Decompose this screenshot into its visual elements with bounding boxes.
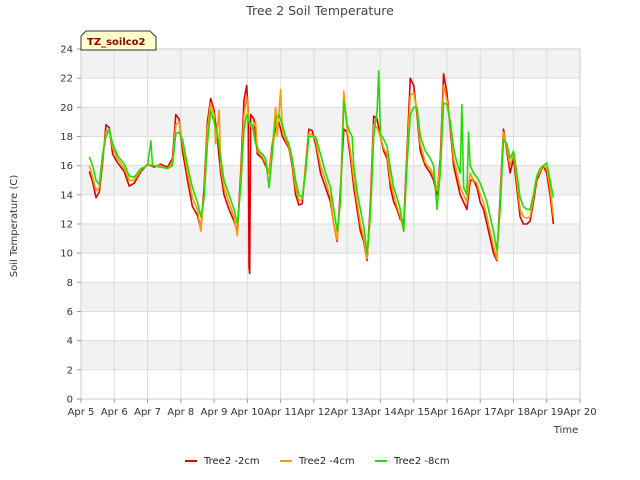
legend-label: Tree2 -8cm (393, 456, 450, 467)
y-tick-label: 16 (60, 161, 73, 172)
chart-title: Tree 2 Soil Temperature (245, 3, 394, 18)
x-tick-label: Apr 17 (464, 407, 497, 418)
series-line-tree2-8cm (88, 70, 555, 254)
y-axis-title: Soil Temperature (C) (9, 175, 20, 278)
x-tick-label: Apr 18 (497, 407, 530, 418)
band (81, 78, 580, 108)
band (81, 49, 580, 79)
y-tick-label: 0 (67, 395, 73, 406)
x-tick-label: Apr 7 (134, 407, 161, 418)
y-tick-label: 10 (60, 249, 73, 260)
x-tick-label: Apr 19 (530, 407, 563, 418)
badge: TZ_soilco2 (80, 30, 157, 51)
x-tick-label: Apr 5 (68, 407, 95, 418)
band (81, 311, 580, 341)
x-tick-label: Apr 11 (264, 407, 297, 418)
x-tick-label: Apr 13 (331, 407, 364, 418)
y-tick-label: 20 (60, 103, 73, 114)
legend-label: Tree2 -2cm (203, 456, 260, 467)
band (81, 253, 580, 283)
band (81, 136, 580, 166)
x-tick-label: Apr 12 (297, 407, 330, 418)
x-axis-title: Time (553, 425, 578, 436)
y-tick-label: 8 (67, 278, 73, 289)
badge-label: TZ_soilco2 (87, 37, 146, 48)
band (81, 369, 580, 399)
y-tick-label: 22 (60, 74, 73, 85)
x-tick-label: Apr 14 (364, 407, 397, 418)
series-line-tree2-4cm (88, 84, 555, 260)
y-tick-label: 6 (67, 307, 73, 318)
x-tick-label: Apr 9 (201, 407, 228, 418)
x-tick-label: Apr 15 (397, 407, 430, 418)
x-tick-label: Apr 10 (231, 407, 264, 418)
band (81, 282, 580, 312)
y-tick-label: 12 (60, 220, 73, 231)
y-tick-label: 14 (60, 190, 73, 201)
y-tick-label: 18 (60, 132, 73, 143)
band (81, 107, 580, 137)
y-tick-label: 4 (67, 336, 73, 347)
band (81, 224, 580, 254)
y-tick-label: 24 (60, 45, 73, 56)
x-tick-label: Apr 8 (167, 407, 194, 418)
band (81, 340, 580, 370)
x-tick-label: Apr 6 (101, 407, 128, 418)
legend: Tree2 -2cm Tree2 -4cm Tree2 -8cm (185, 456, 450, 467)
y-tick-label: 2 (67, 365, 73, 376)
x-tick-label: Apr 20 (563, 407, 596, 418)
x-tick-label: Apr 16 (430, 407, 463, 418)
legend-label: Tree2 -4cm (298, 456, 355, 467)
